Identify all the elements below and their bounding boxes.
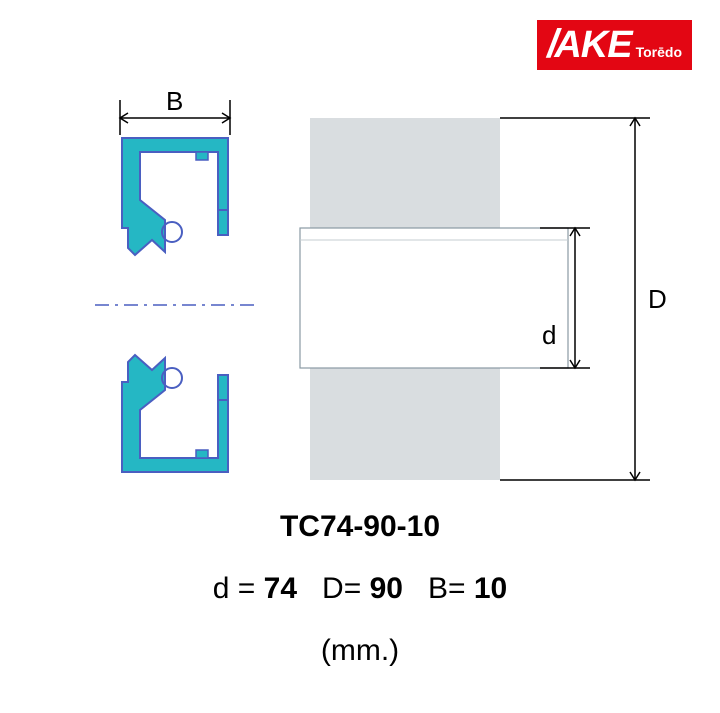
technical-diagram: B d D	[0, 80, 720, 490]
dimension-label-d: d	[542, 320, 556, 351]
logo-main-text: AKE	[554, 26, 631, 64]
d-label: d =	[213, 572, 264, 605]
product-info: TC74-90-10 d = 74 D= 90 B= 10 (mm.)	[0, 510, 720, 668]
unit-label: (mm.)	[0, 634, 720, 668]
B-label: B=	[428, 572, 474, 605]
diagram-svg	[0, 80, 720, 490]
dimension-label-D: D	[648, 284, 667, 315]
product-code: TC74-90-10	[0, 510, 720, 544]
brand-logo: / AKE Torēdo	[537, 20, 692, 70]
dimensions-line: d = 74 D= 90 B= 10	[0, 572, 720, 606]
d-value: 74	[264, 572, 297, 605]
logo-sub-text: Torēdo	[636, 44, 682, 60]
dimension-label-B: B	[166, 86, 183, 117]
B-value: 10	[474, 572, 507, 605]
D-label: D=	[322, 572, 370, 605]
D-value: 90	[370, 572, 403, 605]
